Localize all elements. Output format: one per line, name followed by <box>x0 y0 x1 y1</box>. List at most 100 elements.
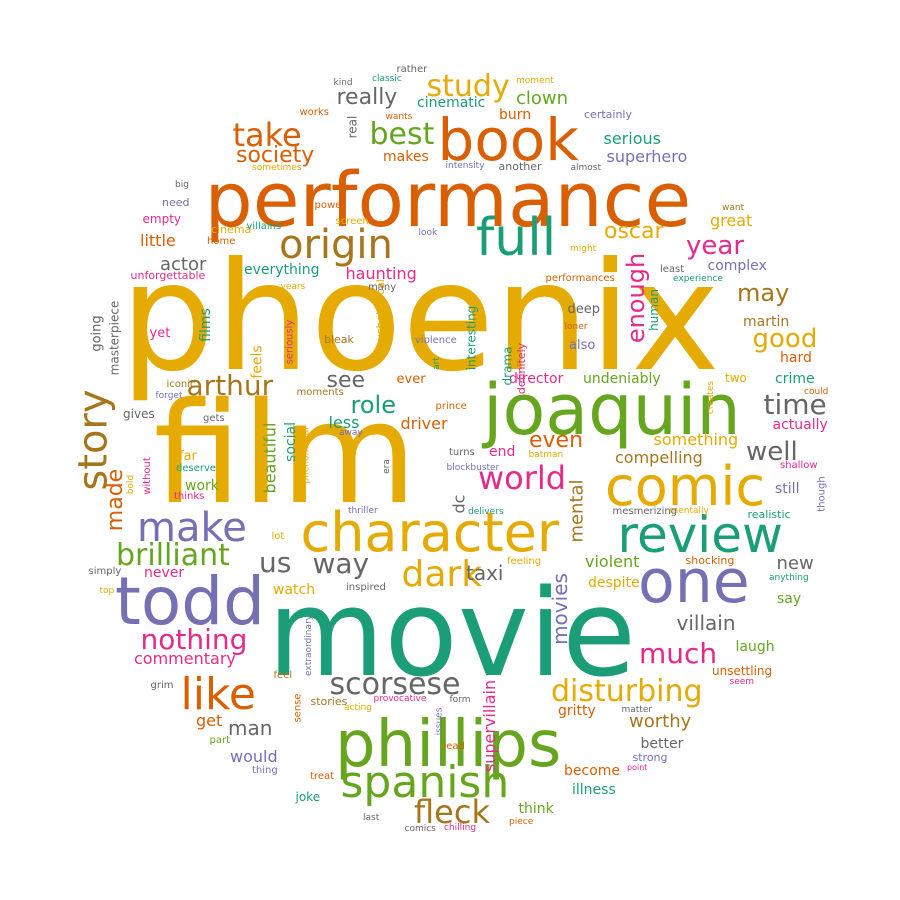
word-top: top <box>99 585 115 596</box>
word-cinematic: cinematic <box>417 95 486 111</box>
word-illness: illness <box>572 782 616 798</box>
word-mental: mental <box>566 479 588 543</box>
word-blockbuster: blockbuster <box>446 462 500 473</box>
word-also: also <box>569 337 596 353</box>
word-film: film <box>153 373 417 536</box>
word-anything: anything <box>769 572 809 583</box>
word-though: though <box>816 476 828 512</box>
word-phillips: phillips <box>335 708 562 782</box>
word-actually: actually <box>772 417 828 433</box>
word-take: take <box>232 116 302 154</box>
word-sense: sense <box>292 693 304 723</box>
word-power: power <box>314 200 346 211</box>
word-human: human <box>646 289 661 331</box>
word-phenomenal: phenomenal <box>301 426 312 484</box>
word-bleak: bleak <box>324 332 354 346</box>
word-creates: creates <box>705 380 716 414</box>
word-extraordinary: extraordinary <box>303 614 314 676</box>
word-gritty: gritty <box>558 703 596 719</box>
word-get: get <box>196 711 223 730</box>
word-feels: feels <box>249 345 266 379</box>
word-big: big <box>175 179 189 190</box>
word-iconic: iconic <box>166 379 196 390</box>
word-many: many <box>368 282 397 293</box>
word-great: great <box>710 211 753 230</box>
word-could: could <box>804 386 829 397</box>
word-years: years <box>280 281 306 292</box>
word-look: look <box>418 227 438 238</box>
word-masterpiece: masterpiece <box>106 300 121 376</box>
word-good: good <box>752 324 818 354</box>
word-really: really <box>336 85 398 110</box>
word-man: man <box>228 716 273 740</box>
word-time: time <box>763 388 827 421</box>
word-shallow: shallow <box>780 460 818 471</box>
word-us: us <box>259 546 292 579</box>
word-think: think <box>518 801 554 817</box>
word-form: form <box>449 694 471 705</box>
word-little: little <box>140 231 176 250</box>
word-thriller: thriller <box>348 505 378 516</box>
word-drama: drama <box>499 346 514 386</box>
word-shocking: shocking <box>685 553 735 567</box>
word-prince: prince <box>435 401 467 412</box>
word-society: society <box>236 143 315 168</box>
word-undeniably: undeniably <box>583 371 661 387</box>
word-realistic: realistic <box>747 507 791 521</box>
word-definitely: definitely <box>514 342 528 394</box>
word-taxi: taxi <box>466 561 504 585</box>
word-last: last <box>363 812 380 823</box>
word-home: home <box>207 236 236 247</box>
word-crime: crime <box>775 371 815 387</box>
word-watch: watch <box>273 582 316 598</box>
word-two: two <box>725 371 747 385</box>
word-never: never <box>144 565 185 581</box>
word-provocative: provocative <box>373 693 427 704</box>
word-complex: complex <box>707 258 767 274</box>
word-wants: wants <box>385 111 413 122</box>
word-make: make <box>137 505 247 551</box>
word-inspired: inspired <box>346 582 386 593</box>
word-thing: thing <box>252 765 278 776</box>
word-real: real <box>344 115 359 139</box>
word-stories: stories <box>310 694 348 708</box>
word-superhero: superhero <box>606 147 688 166</box>
word-may: may <box>737 279 790 307</box>
word-character: character <box>300 501 560 564</box>
word-todd: todd <box>115 563 266 640</box>
word-much: much <box>639 637 718 670</box>
word-end: end <box>489 444 516 460</box>
word-batman: batman <box>528 449 564 460</box>
word-moments: moments <box>296 387 344 398</box>
word-makes: makes <box>383 149 429 165</box>
word-violent: violent <box>585 552 640 571</box>
word-like: like <box>180 669 256 720</box>
word-haunting: haunting <box>345 264 417 283</box>
word-far: far <box>179 448 197 464</box>
word-fleck: fleck <box>414 793 490 831</box>
word-villain: villain <box>676 611 736 635</box>
word-issues: issues <box>434 707 445 735</box>
word-role: role <box>350 391 396 419</box>
word-study: study <box>426 69 510 104</box>
word-dc: dc <box>448 494 468 514</box>
word-piece: piece <box>509 816 534 827</box>
word-dark: dark <box>401 554 483 595</box>
word-might: might <box>570 243 597 254</box>
word-social: social <box>282 422 299 462</box>
word-performance: performance <box>204 155 692 244</box>
word-intensity: intensity <box>445 160 485 171</box>
word-better: better <box>640 736 684 752</box>
word-turns: turns <box>449 447 475 458</box>
word-director: director <box>509 371 564 387</box>
word-villains: villains <box>246 221 282 232</box>
word-become: become <box>564 763 621 779</box>
word-certainly: certainly <box>584 107 632 121</box>
word-beautiful: beautiful <box>259 422 279 494</box>
word-experience: experience <box>673 273 723 284</box>
word-bold: bold <box>125 474 136 494</box>
word-mentally: mentally <box>669 505 709 516</box>
word-unforgettable: unforgettable <box>130 268 206 282</box>
word-new: new <box>776 553 814 574</box>
